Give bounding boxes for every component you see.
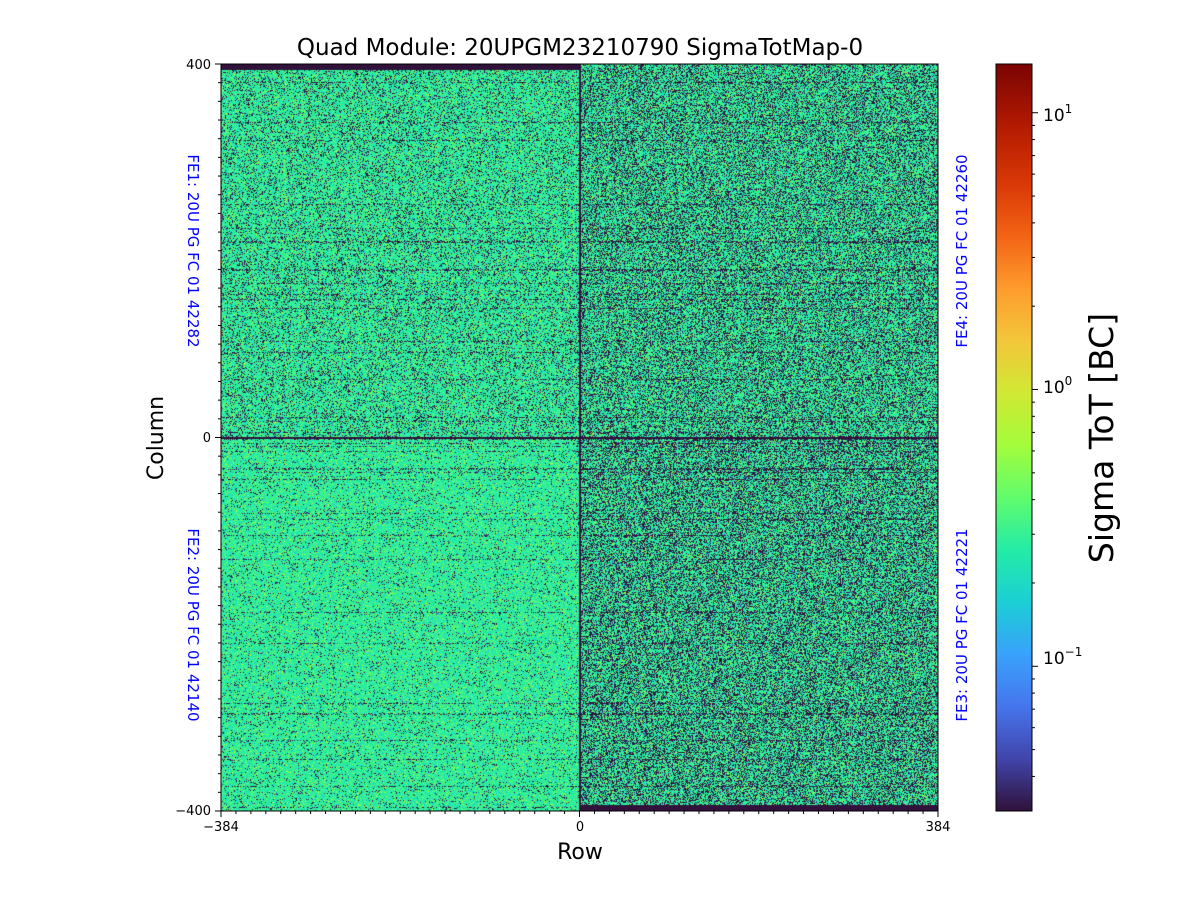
colorbar-label: Sigma ToT [BC]: [1082, 313, 1121, 563]
x-axis-label: Row: [557, 840, 603, 865]
y-tick-label: 0: [203, 431, 211, 446]
heatmap-raster: [221, 64, 938, 811]
axis-ticks: [215, 63, 939, 817]
fe4-label: FE4: 20U PG FC 01 42260: [953, 154, 971, 347]
heatmap-image: [221, 64, 938, 811]
colorbar-tick-label: 101: [1043, 102, 1072, 126]
x-tick-label: 384: [926, 820, 951, 835]
x-tick-label: 0: [576, 820, 584, 835]
fe3-label: FE3: 20U PG FC 01 42221: [953, 528, 971, 721]
y-axis-label: Column: [144, 396, 169, 480]
colorbar-tick-label: 100: [1043, 374, 1072, 398]
colorbar: [995, 63, 1033, 812]
colorbar-tick-label: 10−1: [1043, 645, 1082, 669]
y-tick-label: 400: [186, 58, 211, 73]
y-tick-label: −400: [175, 804, 211, 819]
fe2-label: FE2: 20U PG FC 01 42140: [184, 528, 202, 721]
colorbar-ticks: [1032, 112, 1038, 777]
chart-title: Quad Module: 20UPGM23210790 SigmaTotMap-…: [297, 35, 863, 61]
x-tick-label: −384: [203, 820, 239, 835]
fe1-label: FE1: 20U PG FC 01 42282: [184, 154, 202, 347]
